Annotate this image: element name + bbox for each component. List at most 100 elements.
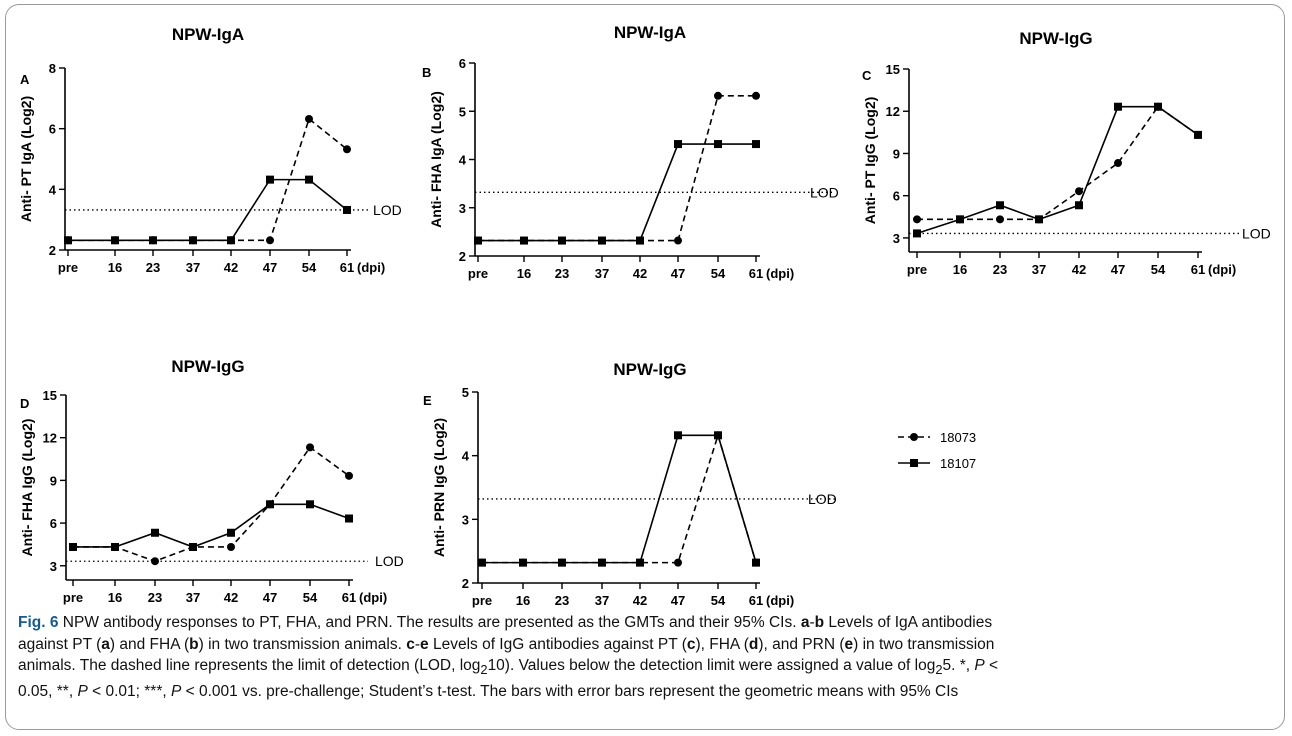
series-line-18107 [482,434,757,564]
x-tick-label: 61 [1191,262,1205,277]
lod-label: LOD [808,491,837,507]
legend-label: 18073 [940,430,976,445]
data-point-18107 [674,140,682,149]
x-tick-label: 23 [146,260,160,275]
chart-panel-d: D NPW-IgG 3 6 9 12 15 Anti- FHA IgG (Log2) pre 16… [19,357,404,605]
figure-label: Fig. 6 [18,614,59,631]
data-point-18073 [266,236,274,245]
data-point-18073 [227,542,235,551]
data-point-18107 [636,558,644,567]
x-tick-label: 54 [711,593,726,608]
data-point-18107 [674,431,682,440]
series-line-18107 [478,143,756,242]
data-point-18107 [520,236,528,245]
x-tick-label: pre [907,262,927,277]
data-point-18107 [956,215,964,224]
lod-label: LOD [375,553,404,569]
data-point-18073 [913,215,921,224]
legend-marker-18107 [910,459,918,467]
data-point-18107 [558,236,566,245]
x-tick-label: 23 [148,590,162,605]
y-tick-label: 5 [462,385,469,400]
lod-label: LOD [1242,225,1271,241]
x-tick-label: 54 [302,260,317,275]
x-tick-label: 42 [1072,262,1086,277]
y-tick-label: 8 [49,61,56,76]
y-tick-label: 4 [459,153,467,168]
data-point-18073 [345,471,353,480]
data-point-18107 [1035,215,1043,224]
y-tick-label: 3 [893,231,900,246]
figure-frame [5,4,1285,730]
y-tick-label: 15 [886,62,900,77]
y-tick-label: 3 [459,201,466,216]
x-tick-label: 61 [749,593,763,608]
data-point-18107 [1075,201,1083,210]
data-point-18107 [1114,102,1122,111]
x-tick-label: 23 [993,262,1007,277]
x-tick-label: 42 [224,590,238,605]
data-point-18107 [598,558,606,567]
x-tick-label: 47 [671,266,685,281]
data-point-18107 [478,558,486,567]
data-point-18107 [189,542,197,551]
y-tick-label: 6 [459,56,466,71]
x-tick-label: 61 [749,266,763,281]
y-tick-label: 3 [50,559,57,574]
data-point-18107 [151,528,159,537]
data-point-18073 [674,236,682,245]
legend-marker-18073 [910,433,918,441]
data-point-18073 [305,114,313,123]
caption-line-2: against PT (a) and FHA (b) in two transm… [18,635,995,653]
data-point-18107 [598,236,606,245]
data-point-18107 [913,229,921,238]
y-tick-label: 9 [50,473,57,488]
data-point-18107 [714,140,722,149]
y-tick-label: 2 [49,243,56,258]
series-line-18073 [478,95,756,242]
chart-title: NPW-IgA [172,25,244,44]
y-axis-label: Anti- FHA IgA (Log2) [428,91,444,228]
legend: 18073 18107 [898,430,976,471]
data-point-18107 [1154,102,1162,111]
panel-label: E [423,393,432,408]
x-tick-label: 42 [633,266,647,281]
y-tick-label: 3 [462,512,469,527]
x-tick-label: 47 [1111,262,1125,277]
panel-label: C [862,68,872,83]
x-tick-label: 37 [1032,262,1046,277]
data-point-18107 [189,236,197,245]
x-tick-label: pre [472,593,492,608]
data-point-18107 [752,558,760,567]
caption-line-4: 0.05, **, P < 0.01; ***, P < 0.001 vs. p… [18,682,959,700]
data-point-18107 [266,175,274,184]
y-axis-label: Anti- PT IgG (Log2) [862,97,878,225]
x-tick-label: pre [468,266,488,281]
x-tick-label: 61 [340,260,354,275]
panel-label: B [422,65,431,80]
x-tick-label: 16 [108,260,122,275]
chart-panel-a: A NPW-IgA 2 4 6 8 Anti- PT IgA (Log2) pre 16 23 37… [18,25,402,275]
series-line-18107 [68,178,348,242]
y-axis-label: Anti- PT IgA (Log2) [18,96,34,222]
y-tick-label: 6 [49,122,56,137]
y-axis-label: Anti- PRN IgG (Log2) [431,418,447,557]
y-tick-label: 2 [459,249,466,264]
x-tick-label: 23 [555,266,569,281]
y-axis-label: Anti- FHA IgG (Log2) [19,419,35,557]
data-point-18073 [996,215,1004,224]
data-point-18107 [996,201,1004,210]
y-tick-label: 12 [43,431,57,446]
x-tick-label: pre [58,260,78,275]
x-tick-label: pre [63,590,83,605]
series-line-18107 [916,105,1199,235]
x-tick-label: 16 [516,593,530,608]
caption-line-1: Fig. 6 NPW antibody responses to PT, FHA… [18,614,993,631]
y-tick-label: 4 [49,182,57,197]
y-tick-label: 9 [893,146,900,161]
x-tick-label: 47 [263,590,277,605]
data-point-18107 [266,500,274,509]
data-point-18073 [306,443,314,452]
